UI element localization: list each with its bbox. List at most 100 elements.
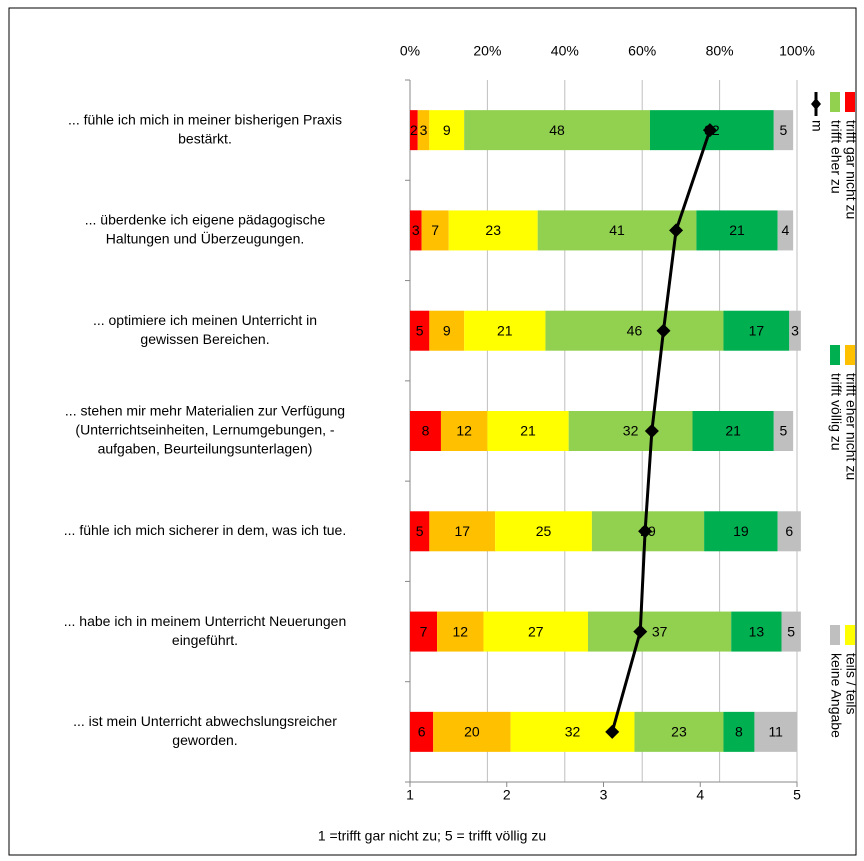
value-label: 3	[420, 122, 428, 138]
bar-segment	[410, 411, 441, 451]
bar-segment	[440, 411, 488, 451]
mean-marker	[605, 724, 620, 739]
value-label: 21	[520, 423, 536, 439]
value-label: 5	[780, 423, 788, 439]
value-label: 19	[733, 523, 749, 539]
category-label: ... optimiere ich meinen Unterricht in	[93, 312, 317, 328]
bar-segment	[464, 310, 546, 351]
value-label: 7	[431, 222, 439, 238]
bar-segment	[429, 310, 465, 351]
value-label: 5	[416, 523, 424, 539]
legend-label: trifft gar nicht zu	[843, 120, 859, 219]
bar-segment	[483, 611, 589, 652]
bar-segment	[696, 210, 778, 251]
x-tick-label: 0%	[400, 43, 420, 59]
bar-segment	[789, 310, 801, 351]
x-tick-label: 80%	[706, 43, 734, 59]
value-label: 8	[422, 423, 430, 439]
category-label: ... fühle ich mich in meiner bisherigen …	[68, 111, 342, 127]
bar-segment	[417, 110, 430, 151]
value-label: 17	[454, 523, 470, 539]
value-label: 32	[565, 724, 581, 740]
value-label: 25	[536, 523, 552, 539]
bar-segment	[692, 411, 774, 451]
bar-segment	[410, 511, 430, 552]
value-label: 21	[497, 322, 513, 338]
value-label: 11	[768, 724, 783, 740]
legend-marker	[811, 98, 821, 110]
bar-segment	[568, 411, 693, 451]
bar-segment	[781, 611, 801, 652]
bar-segment	[410, 110, 418, 151]
value-label: 32	[623, 423, 639, 439]
value-label: 9	[443, 122, 451, 138]
x2-tick-label: 3	[600, 787, 608, 803]
bar-segment	[704, 511, 778, 552]
category-label: gewissen Bereichen.	[140, 331, 269, 347]
bar-segment	[421, 210, 449, 251]
x2-tick-label: 4	[696, 787, 704, 803]
bar-segment	[495, 511, 592, 552]
legend-swatch	[845, 92, 855, 112]
value-label: 12	[453, 623, 469, 639]
bar-segment	[437, 611, 484, 652]
legend-swatch	[830, 625, 840, 645]
bar-segment	[487, 411, 569, 451]
x2-tick-label: 2	[503, 787, 511, 803]
bar-segment	[545, 310, 724, 351]
bar-segment	[777, 210, 794, 251]
legend-label: trifft völlig zu	[828, 373, 844, 451]
value-label: 5	[416, 322, 424, 338]
bar-segment	[410, 711, 434, 752]
bar-segment	[634, 711, 724, 752]
legend-label: m	[809, 120, 825, 132]
value-label: 27	[528, 623, 544, 639]
value-label: 13	[749, 623, 765, 639]
bar-segment	[754, 711, 797, 752]
category-label: (Unterrichtseinheiten, Lernumgebungen, -	[75, 422, 334, 438]
value-label: 41	[609, 222, 625, 238]
value-label: 37	[652, 623, 668, 639]
x2-tick-label: 5	[793, 787, 801, 803]
category-label: aufgaben, Beurteilungsunterlagen)	[98, 441, 313, 457]
x2-tick-label: 1	[406, 787, 414, 803]
legend-swatch	[845, 625, 855, 645]
legend-label: trifft eher nicht zu	[843, 373, 859, 480]
mean-marker	[702, 123, 717, 138]
value-label: 6	[785, 523, 793, 539]
bar-segment	[731, 611, 782, 652]
mean-marker	[669, 223, 684, 238]
legend-label: keine Angabe	[828, 653, 844, 738]
value-label: 3	[412, 222, 420, 238]
mean-marker	[638, 524, 653, 539]
category-label: ... ist mein Unterricht abwechslungsreic…	[73, 713, 337, 729]
bar-segment	[429, 511, 496, 552]
x-tick-label: 40%	[551, 43, 579, 59]
x-tick-label: 60%	[628, 43, 656, 59]
value-label: 12	[456, 423, 472, 439]
category-label: ... fühle ich mich sicherer in dem, was …	[64, 522, 346, 538]
value-label: 6	[418, 724, 426, 740]
bar-segment	[448, 210, 538, 251]
category-label: ... stehen mir mehr Materialien zur Verf…	[65, 403, 345, 419]
value-label: 8	[735, 724, 743, 740]
category-label: geworden.	[172, 732, 237, 748]
bar-segment	[773, 411, 794, 451]
mean-marker	[644, 424, 659, 438]
bar-segment	[410, 611, 438, 652]
mean-marker	[633, 624, 648, 639]
category-label: bestärkt.	[178, 130, 232, 146]
category-label: ... überdenke ich eigene pädagogische	[85, 212, 326, 228]
value-label: 21	[729, 222, 745, 238]
category-label: ... habe ich in meinem Unterricht Neueru…	[64, 613, 346, 629]
value-label: 23	[671, 724, 687, 740]
bar-segment	[723, 711, 755, 752]
bar-segment	[429, 110, 465, 151]
note: 1 =trifft gar nicht zu; 5 = trifft völli…	[318, 828, 546, 844]
value-label: 9	[443, 322, 451, 338]
value-label: 7	[420, 623, 428, 639]
bar-segment	[588, 611, 732, 652]
bar-segment	[777, 511, 801, 552]
legend-swatch	[845, 345, 855, 365]
